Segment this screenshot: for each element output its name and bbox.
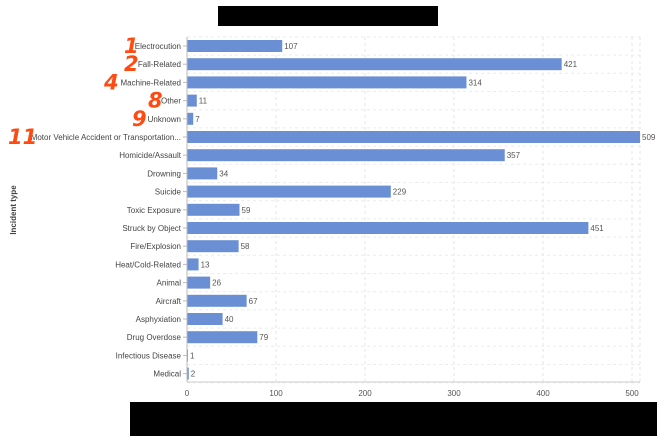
category-label: Other <box>161 97 181 106</box>
data-label: 2 <box>191 370 196 379</box>
data-label: 7 <box>195 115 200 124</box>
data-label: 26 <box>212 279 221 288</box>
annotation-number: 8 <box>148 89 163 113</box>
bar[interactable] <box>187 149 505 162</box>
x-tick-label: 400 <box>536 389 550 398</box>
annotation-number: 11 <box>8 125 37 149</box>
category-label: Machine-Related <box>121 78 181 87</box>
bar[interactable] <box>187 367 189 380</box>
data-label: 34 <box>219 169 228 178</box>
category-label: Aircraft <box>156 297 182 306</box>
redacted-title-box <box>218 6 438 26</box>
annotation-number: 4 <box>103 70 119 94</box>
bar[interactable] <box>187 222 589 234</box>
x-tick-label: 0 <box>185 389 190 398</box>
bar[interactable] <box>187 276 211 289</box>
bar[interactable] <box>187 331 258 344</box>
x-tick-label: 500 <box>625 389 639 398</box>
category-label: Suicide <box>155 188 182 197</box>
bar[interactable] <box>187 94 197 107</box>
bar[interactable] <box>187 112 194 125</box>
bar[interactable] <box>187 258 199 271</box>
category-label: Heat/Cold-Related <box>115 260 181 269</box>
data-label: 421 <box>564 60 578 69</box>
annotation-number: 2 <box>124 52 139 76</box>
category-label: Unknown <box>148 115 181 124</box>
category-label: Drowning <box>147 169 181 178</box>
x-tick-label: 100 <box>269 389 283 398</box>
data-label: 11 <box>199 97 208 106</box>
gridlines <box>186 36 641 384</box>
data-label: 509 <box>642 133 656 142</box>
data-label: 229 <box>393 188 407 197</box>
handwritten-annotations: 124 89 11 <box>8 34 163 149</box>
category-label: Struck by Object <box>122 224 181 233</box>
bar[interactable] <box>187 76 467 89</box>
data-label: 357 <box>507 151 521 160</box>
category-label: Fall-Related <box>138 60 181 69</box>
data-label: 59 <box>242 206 251 215</box>
data-label: 107 <box>284 42 298 51</box>
bar[interactable] <box>187 240 239 253</box>
bar[interactable] <box>187 131 641 143</box>
bar[interactable] <box>187 313 223 325</box>
bar[interactable] <box>187 294 247 307</box>
category-label: Drug Overdose <box>127 333 182 342</box>
category-label: Motor Vehicle Accident or Transportation… <box>31 133 181 142</box>
data-label: 13 <box>201 260 210 269</box>
y-axis-title: Incident type <box>9 185 18 235</box>
category-label: Homicide/Assault <box>119 151 182 160</box>
data-label: 79 <box>259 333 268 342</box>
category-label: Electrocution <box>135 42 181 51</box>
data-label: 58 <box>241 242 250 251</box>
bar[interactable] <box>187 40 283 52</box>
data-label: 67 <box>249 297 258 306</box>
bars: 107 421 314 11 7 509 357 34 229 59 451 58 13 26 67 40 79… <box>187 40 656 380</box>
x-tick-label: 300 <box>447 389 461 398</box>
category-label: Infectious Disease <box>116 351 182 360</box>
category-label: Animal <box>157 279 182 288</box>
bar[interactable] <box>187 167 218 180</box>
data-label: 1 <box>190 351 195 360</box>
x-axis: 0 100 200 300 400 500 <box>185 381 640 398</box>
category-label: Asphyxiation <box>136 315 181 324</box>
data-label: 40 <box>225 315 234 324</box>
category-label: Fire/Explosion <box>130 242 181 251</box>
redacted-xlabel-box <box>130 402 657 436</box>
category-label: Toxic Exposure <box>127 206 182 215</box>
data-label: 451 <box>590 224 604 233</box>
bar[interactable] <box>187 58 562 71</box>
bar[interactable] <box>187 203 240 216</box>
bar[interactable] <box>187 185 391 198</box>
y-axis: Electrocution Fall-Related Machine-Related… <box>31 37 188 382</box>
category-label: Medical <box>153 370 181 379</box>
data-label: 314 <box>468 78 482 87</box>
x-tick-label: 200 <box>358 389 372 398</box>
annotation-number: 9 <box>132 107 147 131</box>
annotation-number: 1 <box>124 34 139 58</box>
